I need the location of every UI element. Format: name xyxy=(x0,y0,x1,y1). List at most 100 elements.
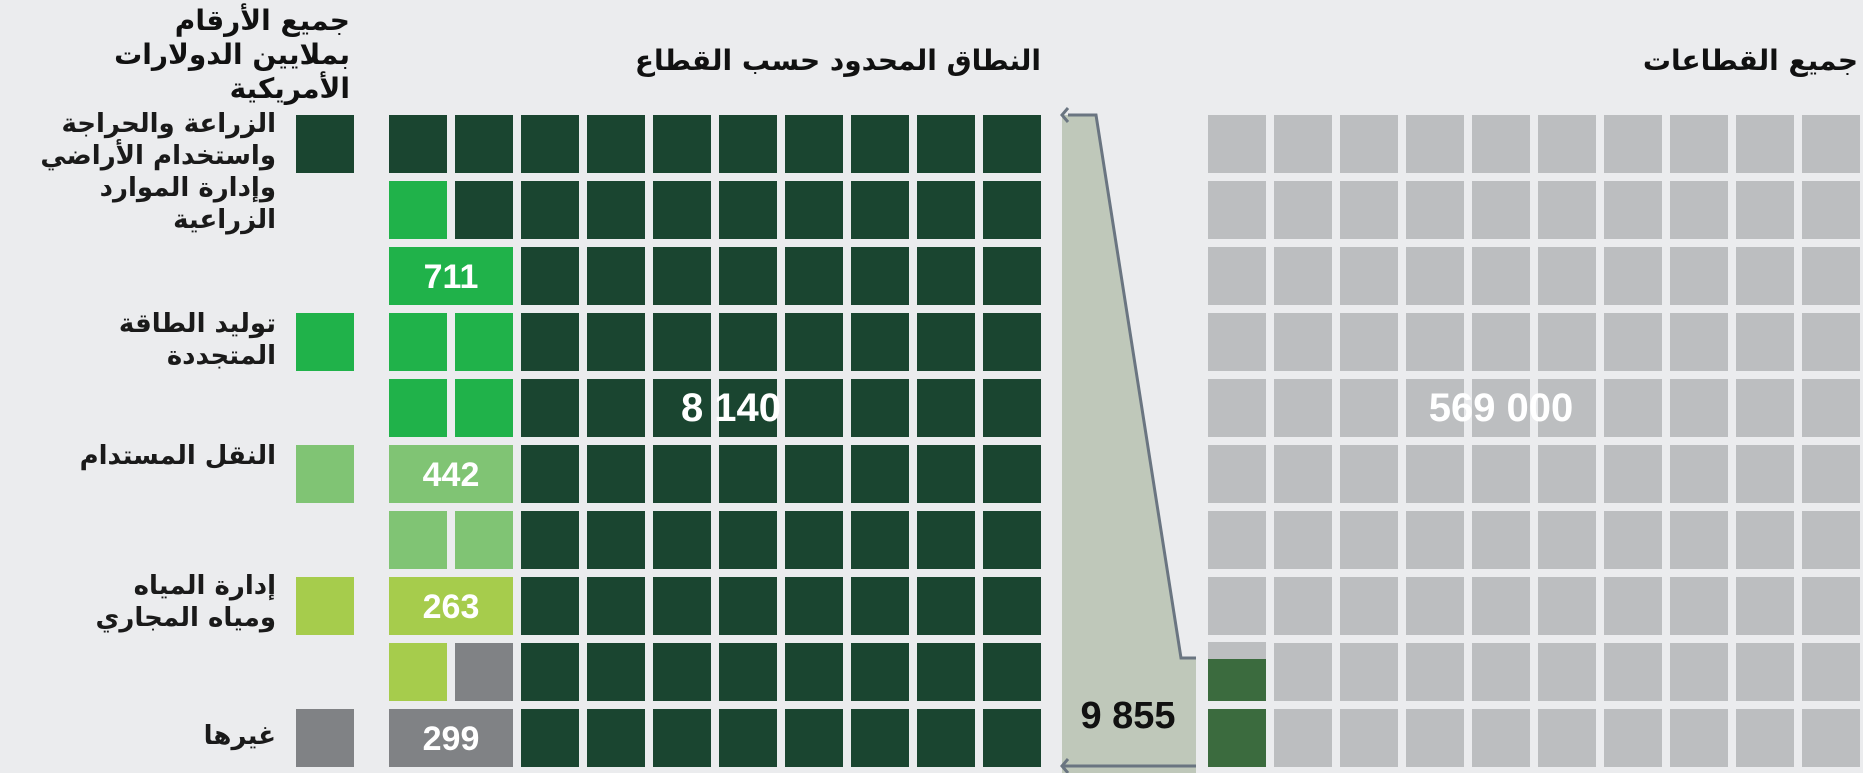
waffle-cell-agriculture xyxy=(521,643,579,701)
waffle-cell-agriculture xyxy=(389,115,447,173)
all-sectors-cell xyxy=(1274,115,1332,173)
waffle-cell-agriculture xyxy=(587,313,645,371)
all-sectors-cell xyxy=(1538,181,1596,239)
units-note-line2: بملايين الدولارات الأمريكية xyxy=(114,38,350,105)
all-sectors-cell xyxy=(1340,181,1398,239)
zoom-bridge xyxy=(1062,115,1196,773)
waffle-cell-other xyxy=(455,643,513,701)
waffle-cell-agriculture xyxy=(653,181,711,239)
all-sectors-cell xyxy=(1472,511,1530,569)
all-sectors-cell xyxy=(1472,445,1530,503)
waffle-cell-agriculture xyxy=(785,445,843,503)
waffle-cell-agriculture xyxy=(719,313,777,371)
all-sectors-cell xyxy=(1802,247,1860,305)
legend-label-agriculture: الزراعة والحراجة واستخدام الأراضي وإدارة… xyxy=(40,109,276,235)
waffle-cell-agriculture xyxy=(587,379,645,437)
all-sectors-cell xyxy=(1340,379,1398,437)
all-sectors-cell xyxy=(1274,181,1332,239)
waffle-cell-agriculture xyxy=(983,115,1041,173)
all-sectors-cell xyxy=(1406,247,1464,305)
waffle-cell-agriculture xyxy=(653,511,711,569)
all-sectors-cell xyxy=(1472,643,1530,701)
waffle-cell-agriculture xyxy=(785,313,843,371)
all-sectors-cell xyxy=(1340,115,1398,173)
waffle-cell-agriculture xyxy=(653,115,711,173)
all-sectors-cell xyxy=(1274,709,1332,767)
waffle-cell-agriculture xyxy=(719,445,777,503)
legend-label-water-management: إدارة المياه ومياه المجاري xyxy=(95,571,276,633)
waffle-cell-agriculture xyxy=(851,709,909,767)
waffle-cell-other xyxy=(389,709,513,767)
waffle-cell-sustainable-transport xyxy=(455,511,513,569)
waffle-cell-renewable-energy xyxy=(389,181,447,239)
all-sectors-cell xyxy=(1802,181,1860,239)
all-sectors-cell xyxy=(1736,181,1794,239)
waffle-cell-agriculture xyxy=(983,379,1041,437)
all-sectors-cell xyxy=(1604,577,1662,635)
all-sectors-cell xyxy=(1472,313,1530,371)
waffle-cell-renewable-energy xyxy=(389,247,513,305)
all-sectors-cell xyxy=(1604,643,1662,701)
waffle-cell-agriculture xyxy=(983,511,1041,569)
all-sectors-cell xyxy=(1736,115,1794,173)
all-sectors-cell xyxy=(1340,511,1398,569)
value-label-agriculture: 8 140 xyxy=(681,386,781,430)
legend-swatch-water-management xyxy=(296,577,354,635)
waffle-cell-agriculture xyxy=(917,379,975,437)
all-sectors-cell xyxy=(1208,181,1266,239)
all-sectors-cell xyxy=(1472,577,1530,635)
waffle-cell-agriculture xyxy=(653,379,711,437)
all-sectors-cell xyxy=(1208,115,1266,173)
all-sectors-cell xyxy=(1208,511,1266,569)
waffle-cell-agriculture xyxy=(587,577,645,635)
waffle-cell-agriculture xyxy=(785,115,843,173)
all-sectors-cell xyxy=(1802,313,1860,371)
waffle-cell-water-management xyxy=(389,577,513,635)
waffle-cell-agriculture xyxy=(851,643,909,701)
all-sectors-cell xyxy=(1208,577,1266,635)
all-sectors-cell xyxy=(1670,709,1728,767)
all-sectors-cell xyxy=(1802,577,1860,635)
waffle-cell-agriculture xyxy=(851,115,909,173)
zoom-arrow-bottom xyxy=(1060,758,1070,773)
waffle-cell-agriculture xyxy=(653,247,711,305)
all-sectors-cell xyxy=(1802,511,1860,569)
legend-label-other: غيرها xyxy=(203,721,276,751)
all-sectors-cell xyxy=(1538,511,1596,569)
waffle-cell-agriculture xyxy=(455,181,513,239)
value-label-other: 299 xyxy=(423,720,480,758)
all-sectors-cell xyxy=(1538,577,1596,635)
waffle-cell-agriculture xyxy=(521,445,579,503)
all-sectors-cell xyxy=(1274,643,1332,701)
waffle-cell-agriculture xyxy=(653,577,711,635)
zoom-bridge-edge-top xyxy=(1068,113,1196,660)
waffle-cell-agriculture xyxy=(521,709,579,767)
waffle-cell-water-management xyxy=(389,643,447,701)
waffle-cell-agriculture xyxy=(719,379,777,437)
waffle-cell-agriculture xyxy=(917,445,975,503)
all-sectors-cell xyxy=(1406,379,1464,437)
waffle-cell-agriculture xyxy=(719,115,777,173)
waffle-cell-agriculture xyxy=(653,709,711,767)
all-sectors-cell xyxy=(1340,643,1398,701)
all-sectors-cell xyxy=(1670,313,1728,371)
waffle-cell-agriculture xyxy=(851,445,909,503)
waffle-cell-agriculture xyxy=(917,709,975,767)
waffle-cell-agriculture xyxy=(785,379,843,437)
all-sectors-cell xyxy=(1670,445,1728,503)
all-sectors-cell xyxy=(1802,709,1860,767)
all-sectors-cell xyxy=(1274,313,1332,371)
legend-swatch-other xyxy=(296,709,354,767)
all-sectors-cell xyxy=(1670,379,1728,437)
waffle-cell-agriculture xyxy=(851,511,909,569)
all-sectors-cell xyxy=(1538,379,1596,437)
waffle-cell-agriculture xyxy=(983,445,1041,503)
all-sectors-cell xyxy=(1670,643,1728,701)
waffle-cell-agriculture xyxy=(917,313,975,371)
waffle-cell-agriculture xyxy=(917,181,975,239)
waffle-cell-agriculture xyxy=(851,379,909,437)
waffle-cell-agriculture xyxy=(653,445,711,503)
waffle-cell-sustainable-transport xyxy=(389,445,513,503)
waffle-cell-agriculture xyxy=(851,577,909,635)
all-sectors-cell xyxy=(1472,247,1530,305)
